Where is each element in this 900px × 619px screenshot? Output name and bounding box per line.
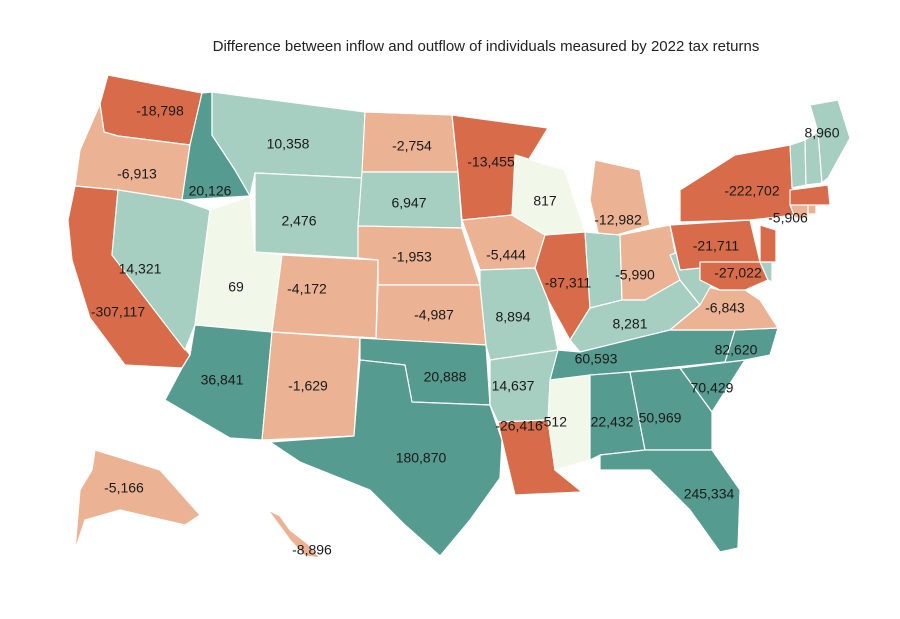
state-value-nd: -2,754 [392,138,432,154]
state-value-wy: 2,476 [281,213,316,229]
state-value-ne: -1,953 [392,249,432,265]
state-value-al: 22,432 [591,414,634,430]
state-value-ny: -222,702 [724,183,779,199]
state-value-az: 36,841 [201,372,244,388]
state-value-ky: 8,281 [612,316,647,332]
state-value-nc: 82,620 [715,342,758,358]
state-value-ut: 69 [228,279,244,295]
state-value-ma: -5,906 [768,210,808,226]
state-tx [269,359,503,557]
state-value-ks: -4,987 [414,307,454,323]
state-value-il: -87,311 [545,275,592,291]
state-value-la: -26,416 [495,418,543,434]
state-vt [789,139,807,189]
state-value-wi: 817 [533,193,557,209]
state-value-or: -6,913 [117,166,157,182]
state-nj [759,224,777,263]
state-ms [547,374,591,471]
labels-layer: -18,798 -6,913 -307,117 14,321 20,126 10,358 2… [91,103,840,558]
state-value-oh: -5,990 [615,267,655,283]
state-ga [629,367,713,451]
state-value-ia: -5,444 [486,247,526,263]
map-title: Difference between inflow and outflow of… [212,38,760,55]
state-value-wa: -18,798 [136,103,184,119]
state-ak [74,449,201,551]
state-value-nm: -1,629 [288,378,328,394]
state-value-ca: -307,117 [91,304,145,320]
state-mi [589,159,651,241]
state-hi [267,509,321,559]
state-value-va: -6,843 [705,300,745,316]
state-fl [599,449,741,553]
state-value-mo: 8,894 [495,309,530,325]
state-value-mn: -13,455 [467,154,515,170]
state-value-mt: 10,358 [267,136,310,152]
state-value-sd: 6,947 [391,195,426,211]
state-value-ok: 20,888 [424,369,467,385]
states-layer [67,74,851,559]
state-value-mi: -12,982 [594,212,642,228]
state-value-ms: -512 [539,414,567,430]
state-value-ga: 50,969 [639,410,682,426]
state-value-sc: 70,429 [691,380,734,396]
state-value-pa: -21,711 [693,238,740,254]
state-value-id: 20,126 [189,183,232,199]
state-value-nv: 14,321 [119,261,162,277]
state-value-ak: -5,166 [104,480,144,496]
state-value-md: -27,022 [714,265,762,281]
state-ma [789,184,831,206]
state-value-tx: 180,870 [396,450,447,466]
state-value-fl: 245,334 [684,486,735,502]
state-value-hi: -8,896 [292,542,332,558]
state-me [809,99,851,184]
state-value-me: 8,960 [804,125,839,141]
state-value-co: -4,172 [287,281,327,297]
state-value-tn: 60,593 [575,351,618,367]
state-value-ar: 14,637 [492,378,535,394]
